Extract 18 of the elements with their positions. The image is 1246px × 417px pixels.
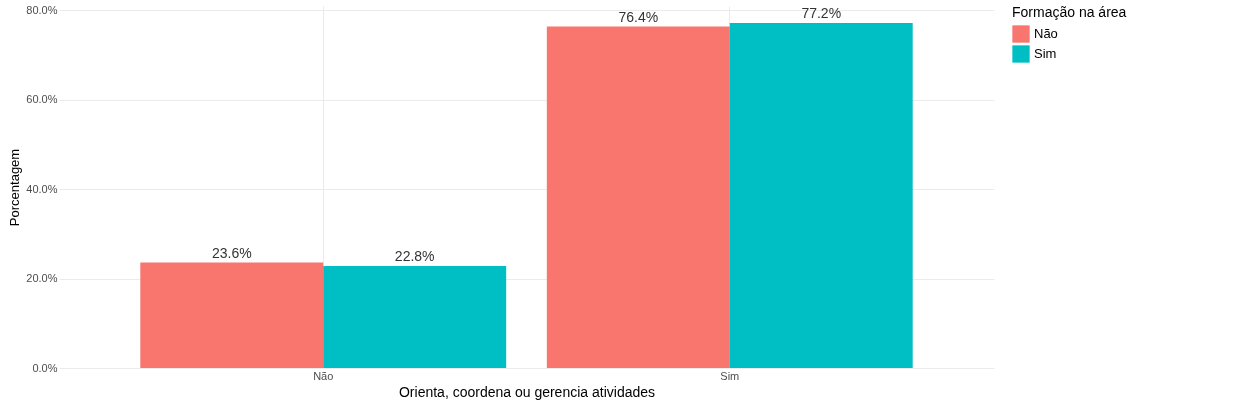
bar	[546, 26, 730, 368]
bar	[140, 262, 324, 368]
bar	[323, 266, 507, 368]
data-label: 23.6%	[211, 244, 252, 261]
y-tick-label: 0.0%	[32, 361, 58, 374]
y-tick-label: 20.0%	[26, 272, 58, 285]
y-tick-label: 80.0%	[26, 3, 58, 16]
bar	[729, 22, 913, 368]
y-tick-label: 60.0%	[26, 93, 58, 106]
y-axis-title: Porcentagem	[7, 148, 23, 227]
data-label: 22.8%	[394, 248, 435, 265]
data-label: 76.4%	[618, 8, 659, 25]
legend-label: Sim	[1034, 46, 1057, 61]
data-label: 77.2%	[801, 4, 842, 21]
x-axis-title: Orienta, coordena ou gerencia atividades	[398, 383, 656, 400]
y-tick-label: 40.0%	[26, 182, 58, 195]
legend-label: Não	[1034, 26, 1058, 41]
legend-title: Formação na área	[1012, 4, 1127, 20]
